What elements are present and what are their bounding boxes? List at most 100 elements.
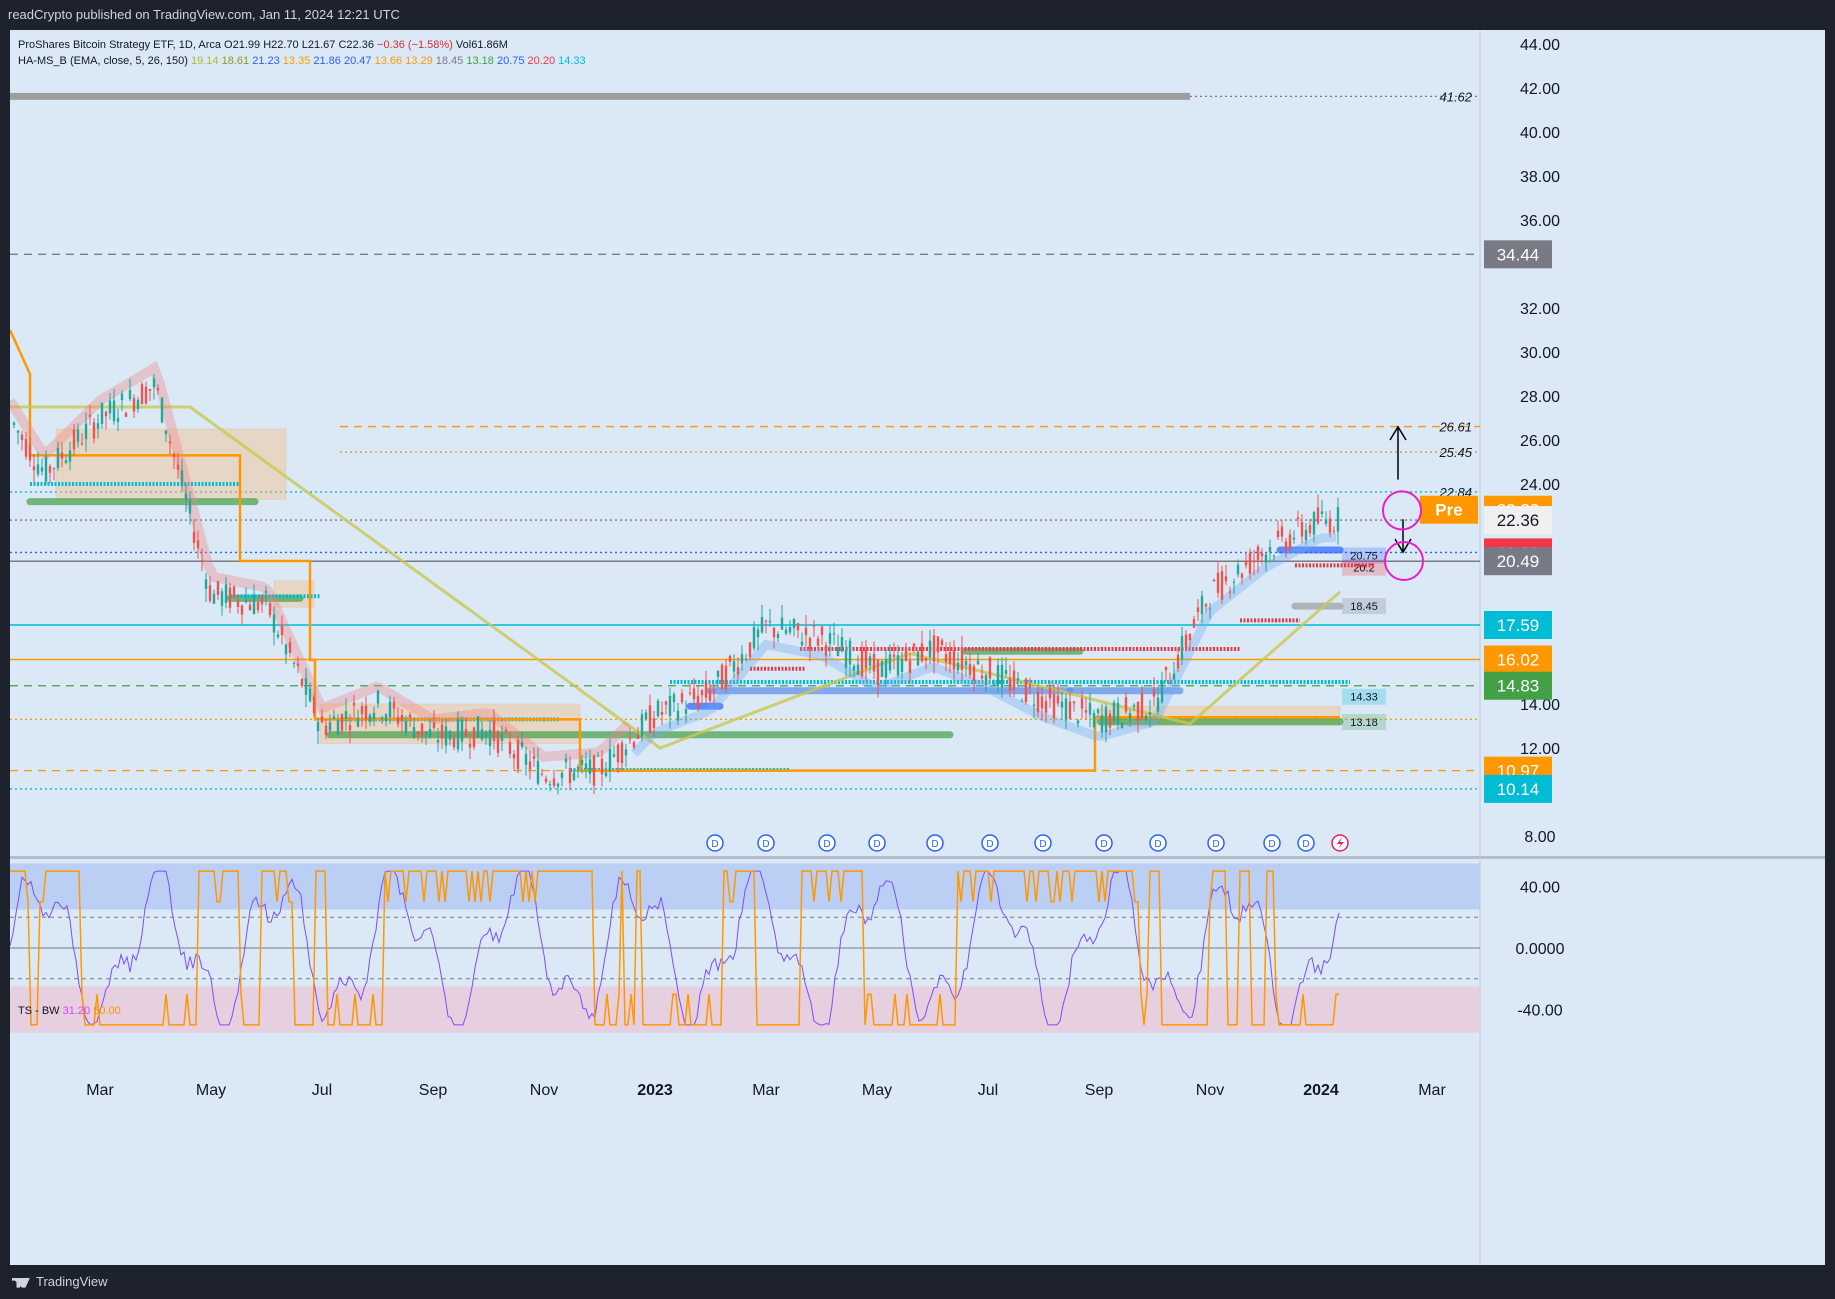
- candle-body: [416, 731, 420, 735]
- candle-body: [724, 665, 728, 690]
- footer-brand[interactable]: TradingView: [36, 1274, 108, 1289]
- candle-body: [1320, 511, 1324, 515]
- dividend-circle: [757, 834, 775, 852]
- candle-body: [928, 640, 932, 657]
- candle-body: [396, 717, 400, 724]
- candle-body: [1040, 696, 1044, 709]
- candle-body: [1004, 670, 1008, 674]
- candle-body: [964, 661, 968, 666]
- candle-body: [244, 599, 248, 603]
- candle-body: [788, 626, 792, 633]
- tradingview-logo-icon[interactable]: [12, 1277, 30, 1288]
- candle-body: [824, 645, 828, 656]
- candle-body: [932, 635, 936, 662]
- candle-body: [856, 664, 860, 675]
- candle-body: [568, 768, 572, 784]
- candle-body: [1316, 507, 1320, 524]
- candle-body: [480, 729, 484, 740]
- candle-body: [652, 718, 656, 728]
- candle-body: [556, 783, 560, 787]
- candle-body: [496, 731, 500, 753]
- oscillator-name[interactable]: TS - BW: [18, 1005, 60, 1017]
- candle-body: [656, 700, 660, 716]
- candle-body: [280, 625, 284, 636]
- indicator-name[interactable]: HA-MS_B (EMA, close, 5, 26, 150): [18, 55, 188, 67]
- y-tick-label: 14.00: [1520, 697, 1560, 714]
- dividend-marker: D: [818, 834, 836, 852]
- candle-body: [996, 665, 1000, 686]
- candle-body: [940, 640, 944, 645]
- candle-body: [876, 659, 880, 686]
- symbol-title[interactable]: ProShares Bitcoin Strategy ETF, 1D, Arca: [18, 39, 221, 51]
- candle-body: [1116, 702, 1120, 725]
- chart-svg[interactable]: Mar May Jul Sep Nov 2023 Mar May Jul Sep Nov 2024 Ma…: [10, 30, 1825, 1265]
- candle-body: [716, 670, 720, 677]
- candle-body: [240, 605, 244, 615]
- candle-body: [1268, 546, 1272, 553]
- price-badge: 17.59: [1484, 611, 1552, 640]
- candle-body: [268, 603, 272, 616]
- candle-body: [1120, 722, 1124, 729]
- candle-body: [32, 466, 36, 471]
- indicator-value-10: 20.75: [493, 55, 525, 67]
- candle-body: [188, 499, 192, 514]
- indicator-value-5: 20.47: [340, 55, 372, 67]
- candle-body: [1240, 573, 1244, 579]
- x-tick-label: Sep: [1085, 1082, 1114, 1099]
- dividend-marker: D: [1263, 834, 1281, 852]
- price-badge-label: 20.49: [1497, 552, 1540, 571]
- small-badge-bg: [1342, 714, 1386, 731]
- y-tick-label: 26.00: [1520, 433, 1560, 450]
- candle-body: [1088, 702, 1092, 715]
- price-badge-bg: [1484, 645, 1552, 674]
- candle-body: [920, 643, 924, 662]
- candle-body: [632, 742, 636, 748]
- candle-body: [12, 422, 16, 425]
- price-badge-label: 10.14: [1497, 780, 1540, 799]
- candle-body: [72, 429, 76, 450]
- candle-body: [1236, 564, 1240, 575]
- candle-body: [1212, 579, 1216, 582]
- candle-body: [1080, 698, 1084, 709]
- candle-body: [300, 679, 304, 686]
- candle-body: [368, 714, 372, 722]
- candle-body: [220, 591, 224, 606]
- candle-body: [216, 581, 220, 595]
- candle-body: [1140, 693, 1144, 719]
- candle-body: [588, 759, 592, 774]
- candle-body: [180, 470, 184, 487]
- dividend-label: D: [986, 839, 993, 850]
- candle-body: [620, 742, 624, 764]
- dividend-circle: [1263, 834, 1281, 852]
- candle-body: [1076, 720, 1080, 724]
- candle-body: [792, 619, 796, 629]
- candle-body: [1232, 582, 1236, 584]
- candle-body: [1252, 560, 1256, 563]
- target-circle-icon: [1384, 541, 1424, 581]
- chart-frame[interactable]: Mar May Jul Sep Nov 2023 Mar May Jul Sep Nov 2024 Ma…: [10, 30, 1825, 1265]
- candle-body: [172, 453, 176, 458]
- candle-body: [328, 722, 332, 731]
- dividend-marker: D: [926, 834, 944, 852]
- candle-body: [1304, 530, 1308, 541]
- candle-body: [776, 633, 780, 638]
- candle-body: [252, 595, 256, 615]
- candle-body: [968, 663, 972, 676]
- candle-body: [1100, 715, 1104, 732]
- x-tick-label: 2023: [637, 1082, 673, 1099]
- lightning-icon: [1337, 837, 1344, 849]
- dividend-circle: [1297, 834, 1315, 852]
- small-badge-bg: [1342, 547, 1386, 564]
- candle-body: [100, 402, 104, 424]
- candle-body: [820, 626, 824, 635]
- candle-body: [548, 784, 552, 786]
- candle-body: [136, 399, 140, 409]
- candle-body: [884, 659, 888, 678]
- candle-body: [700, 690, 704, 696]
- candle-body: [612, 754, 616, 757]
- candle-body: [248, 604, 252, 611]
- candle-body: [508, 742, 512, 754]
- candle-body: [1300, 521, 1304, 537]
- candle-body: [1096, 709, 1100, 713]
- candle-body: [956, 662, 960, 671]
